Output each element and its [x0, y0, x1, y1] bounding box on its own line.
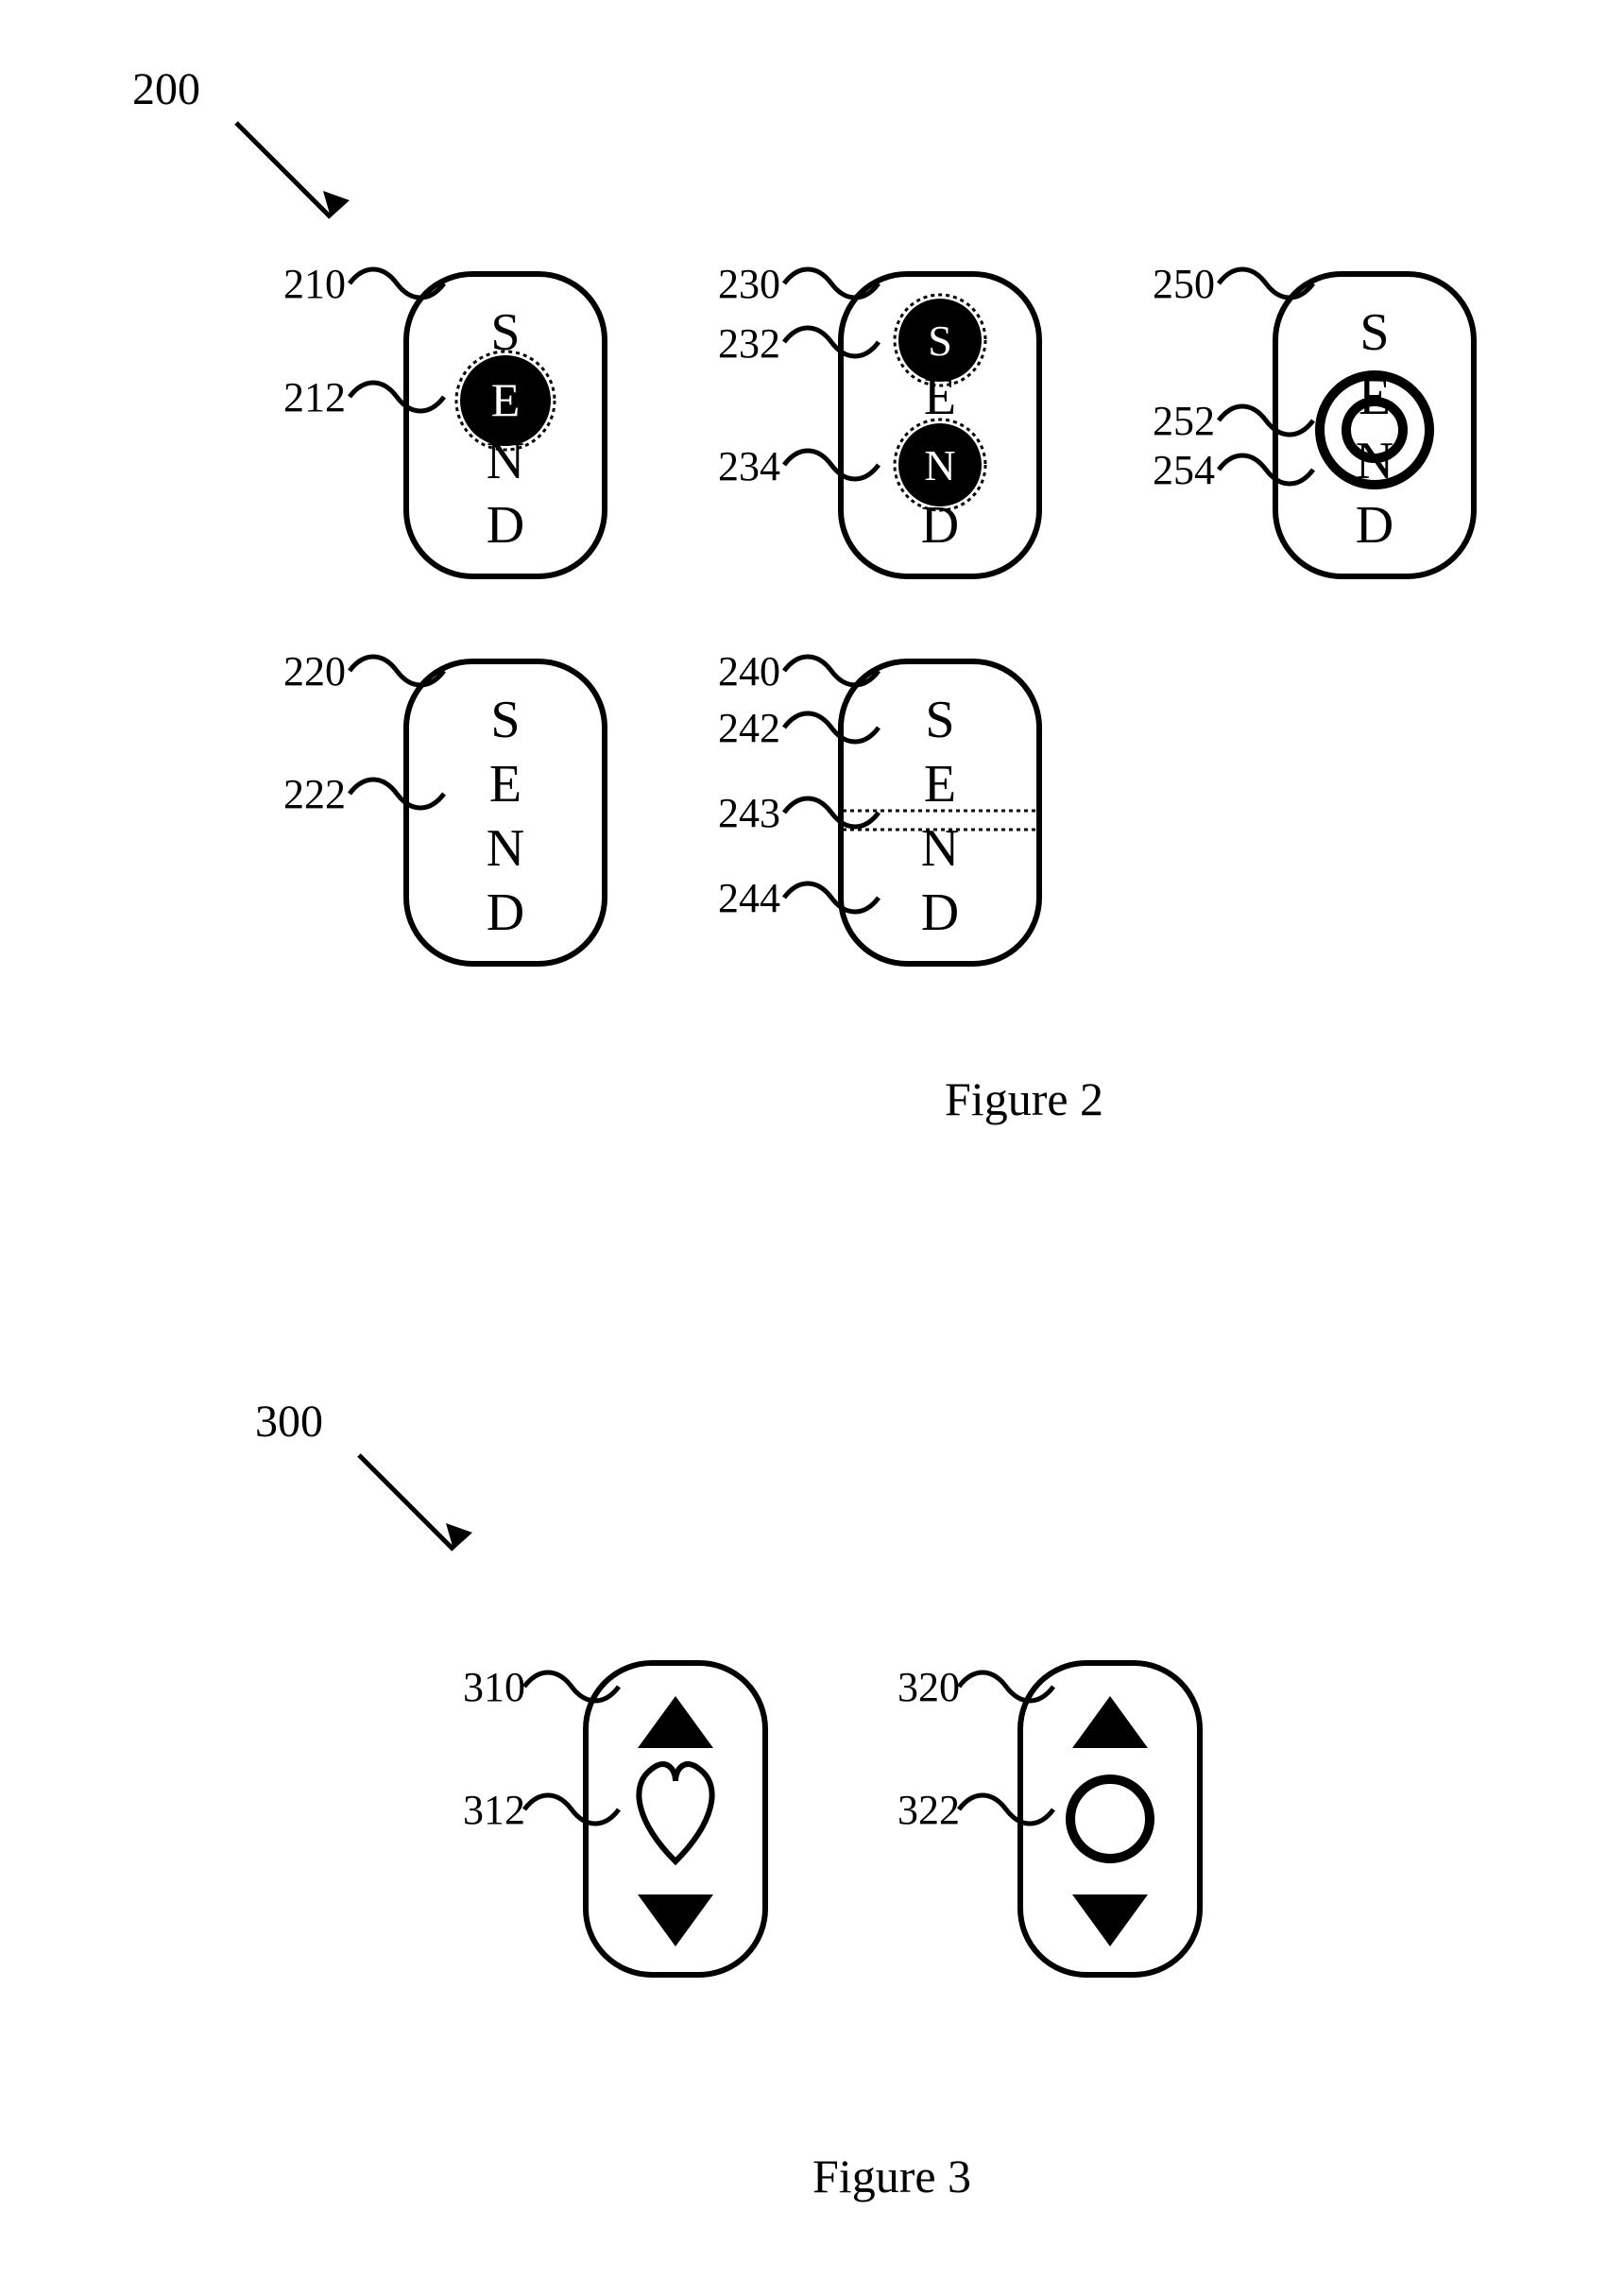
- fig3-overall-arrow: [359, 1455, 453, 1550]
- b220-S: S: [490, 691, 520, 749]
- button-230: S E N D S N: [841, 274, 1039, 576]
- b220-label-top: 220: [283, 648, 346, 694]
- b230-S-over: S: [928, 317, 952, 365]
- b220-E: E: [489, 755, 521, 814]
- button-220: S E N D: [406, 661, 605, 964]
- button-250: S E N D: [1275, 274, 1474, 576]
- b240-D: D: [921, 883, 959, 942]
- b250-S: S: [1359, 303, 1389, 362]
- fig3-caption: Figure 3: [812, 2150, 971, 2203]
- b210-label-mid: 212: [283, 374, 346, 420]
- b310-label-mid: 312: [463, 1787, 525, 1833]
- b210-label-top: 210: [283, 261, 346, 307]
- b320-label-top: 320: [897, 1664, 960, 1710]
- b220-D: D: [487, 883, 524, 942]
- b320-label-mid: 322: [897, 1787, 960, 1833]
- b240-label-top: 240: [718, 648, 780, 694]
- b240-label-c: 244: [718, 875, 780, 921]
- b230-N-over: N: [924, 441, 955, 489]
- b210-D: D: [487, 496, 524, 555]
- b250-label-a: 252: [1153, 398, 1215, 444]
- b240-S: S: [925, 691, 954, 749]
- b250-leader-top: [1219, 269, 1313, 298]
- b220-label-mid: 222: [283, 771, 346, 817]
- fig2-overall-label: 200: [132, 64, 200, 114]
- b240-label-b: 243: [718, 790, 780, 836]
- button-210: S E N D E: [406, 274, 605, 576]
- b250-D: D: [1356, 496, 1393, 555]
- button-240: S E N D: [841, 661, 1039, 964]
- b240-N: N: [921, 819, 959, 878]
- fig2-overall-arrow: [236, 123, 331, 217]
- b240-leader-top: [784, 657, 879, 685]
- fig2-caption: Figure 2: [945, 1072, 1103, 1125]
- b220-N: N: [487, 819, 524, 878]
- b240-E: E: [924, 755, 956, 814]
- b230-label-a: 232: [718, 320, 780, 367]
- b240-label-a: 242: [718, 705, 780, 751]
- b210-E-over: E: [491, 373, 521, 426]
- fig3-overall-label: 300: [255, 1397, 323, 1447]
- b210-leader-top: [350, 269, 444, 298]
- b230-label-top: 230: [718, 261, 780, 307]
- b230-label-b: 234: [718, 443, 780, 489]
- b230-leader-top: [784, 269, 879, 298]
- b250-label-b: 254: [1153, 447, 1215, 493]
- b310-label-top: 310: [463, 1664, 525, 1710]
- b220-leader-top: [350, 657, 444, 685]
- b250-label-top: 250: [1153, 261, 1215, 307]
